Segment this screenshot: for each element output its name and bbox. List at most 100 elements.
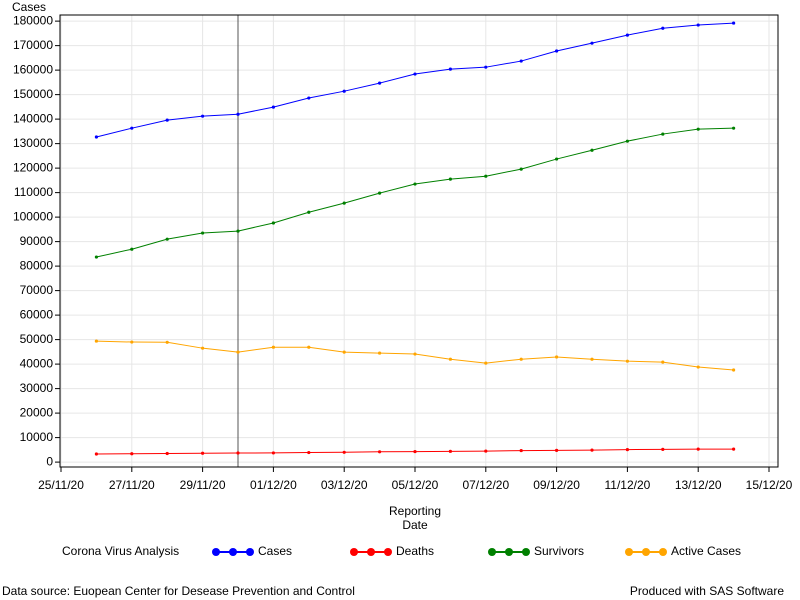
data-point xyxy=(555,355,559,359)
data-point xyxy=(165,451,169,456)
data-point xyxy=(661,26,665,30)
data-point xyxy=(165,340,169,344)
data-point xyxy=(448,357,452,361)
data-point xyxy=(130,247,134,251)
data-point xyxy=(378,191,382,195)
data-point xyxy=(661,447,665,451)
legend-marker xyxy=(488,548,496,556)
y-tick-label: 30000 xyxy=(20,381,54,395)
legend-marker xyxy=(229,548,237,556)
data-point xyxy=(378,450,382,454)
data-point xyxy=(271,221,275,225)
data-point xyxy=(484,449,488,453)
legend-marker xyxy=(522,548,530,556)
y-tick-label: 50000 xyxy=(20,332,54,346)
data-point xyxy=(519,448,523,453)
x-tick-label: 05/12/20 xyxy=(392,478,439,492)
y-tick-label: 160000 xyxy=(13,62,53,76)
x-tick-label: 13/12/20 xyxy=(675,478,722,492)
legend-label: Active Cases xyxy=(671,544,741,558)
data-point xyxy=(519,167,523,171)
data-point xyxy=(165,118,169,122)
data-point xyxy=(378,351,382,355)
y-tick-label: 60000 xyxy=(20,307,54,321)
x-tick-label: 01/12/20 xyxy=(250,478,297,492)
legend-marker xyxy=(659,548,667,556)
data-point xyxy=(696,365,700,369)
data-point xyxy=(236,451,240,455)
data-point xyxy=(307,210,311,214)
data-point xyxy=(94,452,98,456)
data-point xyxy=(271,345,275,349)
data-point xyxy=(661,360,665,364)
y-axis-label: Cases xyxy=(12,0,46,14)
data-point xyxy=(413,449,417,454)
data-point xyxy=(130,340,134,344)
footnote: Data source: Euopean Center for Desease … xyxy=(2,584,355,598)
x-axis-label: Date xyxy=(402,518,428,532)
data-point xyxy=(271,105,275,109)
data-point xyxy=(130,126,134,130)
y-tick-label: 0 xyxy=(46,454,53,468)
y-tick-label: 100000 xyxy=(13,209,53,223)
data-point xyxy=(590,148,594,152)
x-axis-label: Reporting xyxy=(389,504,441,518)
data-point xyxy=(236,350,240,354)
y-tick-label: 110000 xyxy=(14,185,53,199)
x-tick-label: 29/11/20 xyxy=(180,478,226,492)
y-tick-label: 140000 xyxy=(13,111,53,125)
x-tick-label: 09/12/20 xyxy=(533,478,580,492)
data-point xyxy=(555,49,559,53)
legend-marker xyxy=(350,548,358,556)
legend-marker xyxy=(246,548,254,556)
x-tick-label: 03/12/20 xyxy=(321,478,368,492)
data-point xyxy=(342,350,346,354)
data-point xyxy=(94,339,98,343)
data-point xyxy=(342,201,346,205)
x-tick-label: 27/11/20 xyxy=(109,478,155,492)
legend-marker xyxy=(505,548,513,556)
data-point xyxy=(484,65,488,69)
data-point xyxy=(165,237,169,241)
data-point xyxy=(448,177,452,181)
x-tick-label: 15/12/20 xyxy=(746,478,793,492)
data-point xyxy=(94,255,98,259)
data-point xyxy=(661,132,665,136)
footnote: Produced with SAS Software xyxy=(630,584,784,598)
data-point xyxy=(413,72,417,76)
y-tick-label: 130000 xyxy=(13,136,53,150)
data-point xyxy=(236,229,240,233)
data-point xyxy=(378,81,382,85)
data-point xyxy=(484,361,488,365)
legend-marker xyxy=(212,548,220,556)
data-point xyxy=(201,231,205,235)
y-tick-label: 40000 xyxy=(20,356,54,370)
y-tick-label: 70000 xyxy=(20,283,54,297)
data-point xyxy=(201,346,205,350)
data-point xyxy=(696,127,700,131)
x-tick-label: 25/11/20 xyxy=(38,478,84,492)
legend-label: Cases xyxy=(258,544,292,558)
data-point xyxy=(555,448,559,452)
x-tick-label: 07/12/20 xyxy=(462,478,509,492)
y-tick-label: 10000 xyxy=(20,430,54,444)
data-point xyxy=(271,451,275,455)
data-point xyxy=(130,452,134,456)
data-point xyxy=(448,67,452,71)
y-tick-label: 120000 xyxy=(13,160,53,174)
data-point xyxy=(201,114,205,118)
legend-marker xyxy=(384,548,392,556)
data-point xyxy=(696,23,700,27)
data-point xyxy=(732,447,736,451)
data-point xyxy=(236,112,240,116)
data-point xyxy=(448,449,452,453)
data-point xyxy=(625,448,630,452)
data-point xyxy=(307,450,311,455)
data-point xyxy=(625,139,630,143)
data-point xyxy=(519,357,523,361)
y-tick-label: 20000 xyxy=(20,405,54,419)
legend-marker xyxy=(625,548,633,556)
data-point xyxy=(590,357,594,361)
data-point xyxy=(590,41,594,45)
legend-label: Survivors xyxy=(534,544,584,558)
